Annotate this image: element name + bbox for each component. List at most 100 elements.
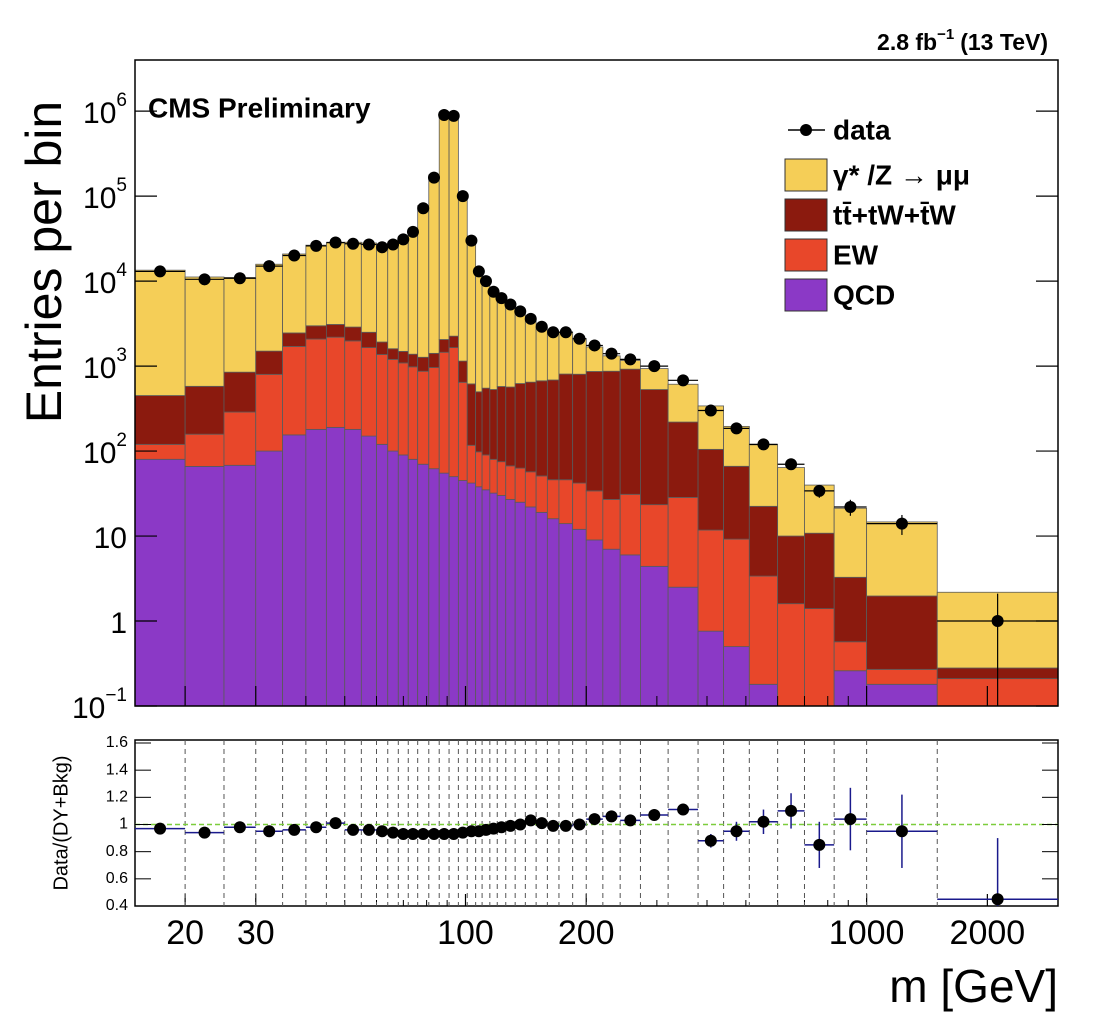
histogram-segment xyxy=(496,495,507,707)
histogram-segment xyxy=(475,486,483,707)
histogram-segment xyxy=(466,238,477,385)
data-point xyxy=(479,275,492,288)
histogram-segment xyxy=(640,504,669,567)
histogram-segment xyxy=(344,326,362,342)
histogram-segment xyxy=(448,476,459,707)
y-tick-exponent: 6 xyxy=(116,90,127,111)
histogram-segment xyxy=(255,350,284,375)
histogram-segment xyxy=(448,335,459,349)
histogram-segment xyxy=(376,341,389,355)
data-point xyxy=(991,615,1004,628)
histogram-segment xyxy=(305,325,327,340)
data-point xyxy=(504,298,517,311)
histogram-segment xyxy=(387,348,399,360)
histogram-segment xyxy=(697,630,724,707)
ratio-y-tick-label: 0.6 xyxy=(106,870,128,887)
y-tick-label: 106 xyxy=(83,90,127,130)
histogram-segment xyxy=(514,310,526,384)
histogram-segment xyxy=(723,465,750,540)
y-tick-exponent: −1 xyxy=(105,685,127,706)
histogram-segment xyxy=(546,518,560,707)
ratio-point xyxy=(704,834,717,847)
histogram-segment xyxy=(325,426,346,707)
y-tick-base: 10 xyxy=(83,352,116,385)
ratio-point xyxy=(895,825,908,838)
histogram-segment xyxy=(667,421,699,498)
histogram-segment xyxy=(535,380,548,477)
histogram-segment xyxy=(134,443,186,460)
y-tick-exponent: 3 xyxy=(116,345,127,366)
histogram-segment xyxy=(223,464,257,707)
histogram-segment xyxy=(360,435,377,707)
data-point xyxy=(677,374,690,387)
histogram-segment xyxy=(866,683,938,707)
histogram-segment xyxy=(804,532,835,610)
x-tick-label: 100 xyxy=(437,914,494,952)
histogram-segment xyxy=(223,277,257,373)
data-point xyxy=(376,241,389,254)
data-point xyxy=(813,484,826,497)
ratio-point xyxy=(547,819,560,832)
lumi-energy: (13 TeV) xyxy=(960,29,1048,55)
data-point xyxy=(524,312,537,325)
ratio-point xyxy=(406,828,419,841)
y-tick-label: 105 xyxy=(83,175,127,215)
x-axis-title: m [GeV] xyxy=(889,960,1058,1012)
legend-swatch xyxy=(784,238,828,272)
data-point xyxy=(785,458,798,471)
histogram-segment xyxy=(428,468,440,707)
histogram-segment xyxy=(481,454,491,491)
data-point xyxy=(588,339,601,352)
histogram-segment xyxy=(558,373,574,481)
histogram-segment xyxy=(438,472,450,707)
data-point xyxy=(456,190,469,203)
legend-marker xyxy=(800,124,812,136)
y-tick-base: 10 xyxy=(83,437,116,470)
histogram-segment xyxy=(407,353,419,368)
y-tick-label: 103 xyxy=(83,345,127,385)
histogram-segment xyxy=(585,490,604,541)
ratio-point xyxy=(730,825,743,838)
histogram-segment xyxy=(489,389,498,460)
histogram-segment xyxy=(134,269,186,396)
legend-swatch xyxy=(784,278,828,312)
histogram-segment xyxy=(376,245,389,343)
histogram-segment xyxy=(466,383,477,446)
y-tick-label: 104 xyxy=(83,260,127,300)
ratio-point xyxy=(514,818,527,831)
lumi-exponent: −1 xyxy=(937,26,954,43)
ratio-point xyxy=(263,825,276,838)
histogram-segment xyxy=(387,358,399,452)
histogram-segment xyxy=(417,205,430,358)
histogram-segment xyxy=(535,511,548,707)
ratio-y-tick-label: 1.6 xyxy=(106,734,128,751)
histogram-segment xyxy=(748,575,779,685)
histogram-segment xyxy=(640,389,669,506)
histogram-segment xyxy=(255,263,284,352)
data-point xyxy=(198,273,211,286)
histogram-segment xyxy=(496,461,507,496)
data-point xyxy=(495,292,508,305)
ratio-point xyxy=(535,817,548,830)
data-point xyxy=(730,422,743,435)
histogram-segment xyxy=(619,554,641,707)
ratio-point xyxy=(495,821,508,834)
ratio-point xyxy=(329,817,342,830)
histogram-segment xyxy=(833,576,868,643)
histogram-segment xyxy=(282,332,307,347)
data-point xyxy=(547,326,560,339)
ratio-point xyxy=(310,821,323,834)
legend-swatch xyxy=(784,158,828,192)
histogram-segment xyxy=(255,373,284,452)
ratio-y-tick-label: 0.4 xyxy=(106,897,128,914)
ratio-point xyxy=(559,819,572,832)
histogram-segment xyxy=(481,279,491,389)
x-tick-label: 20 xyxy=(166,914,204,952)
histogram-segment xyxy=(833,507,868,578)
histogram-segment xyxy=(305,338,327,430)
histogram-segment xyxy=(640,565,669,707)
data-point xyxy=(514,305,527,318)
histogram-segment xyxy=(558,523,574,707)
ratio-point xyxy=(362,823,375,836)
ratio-point xyxy=(154,822,167,835)
